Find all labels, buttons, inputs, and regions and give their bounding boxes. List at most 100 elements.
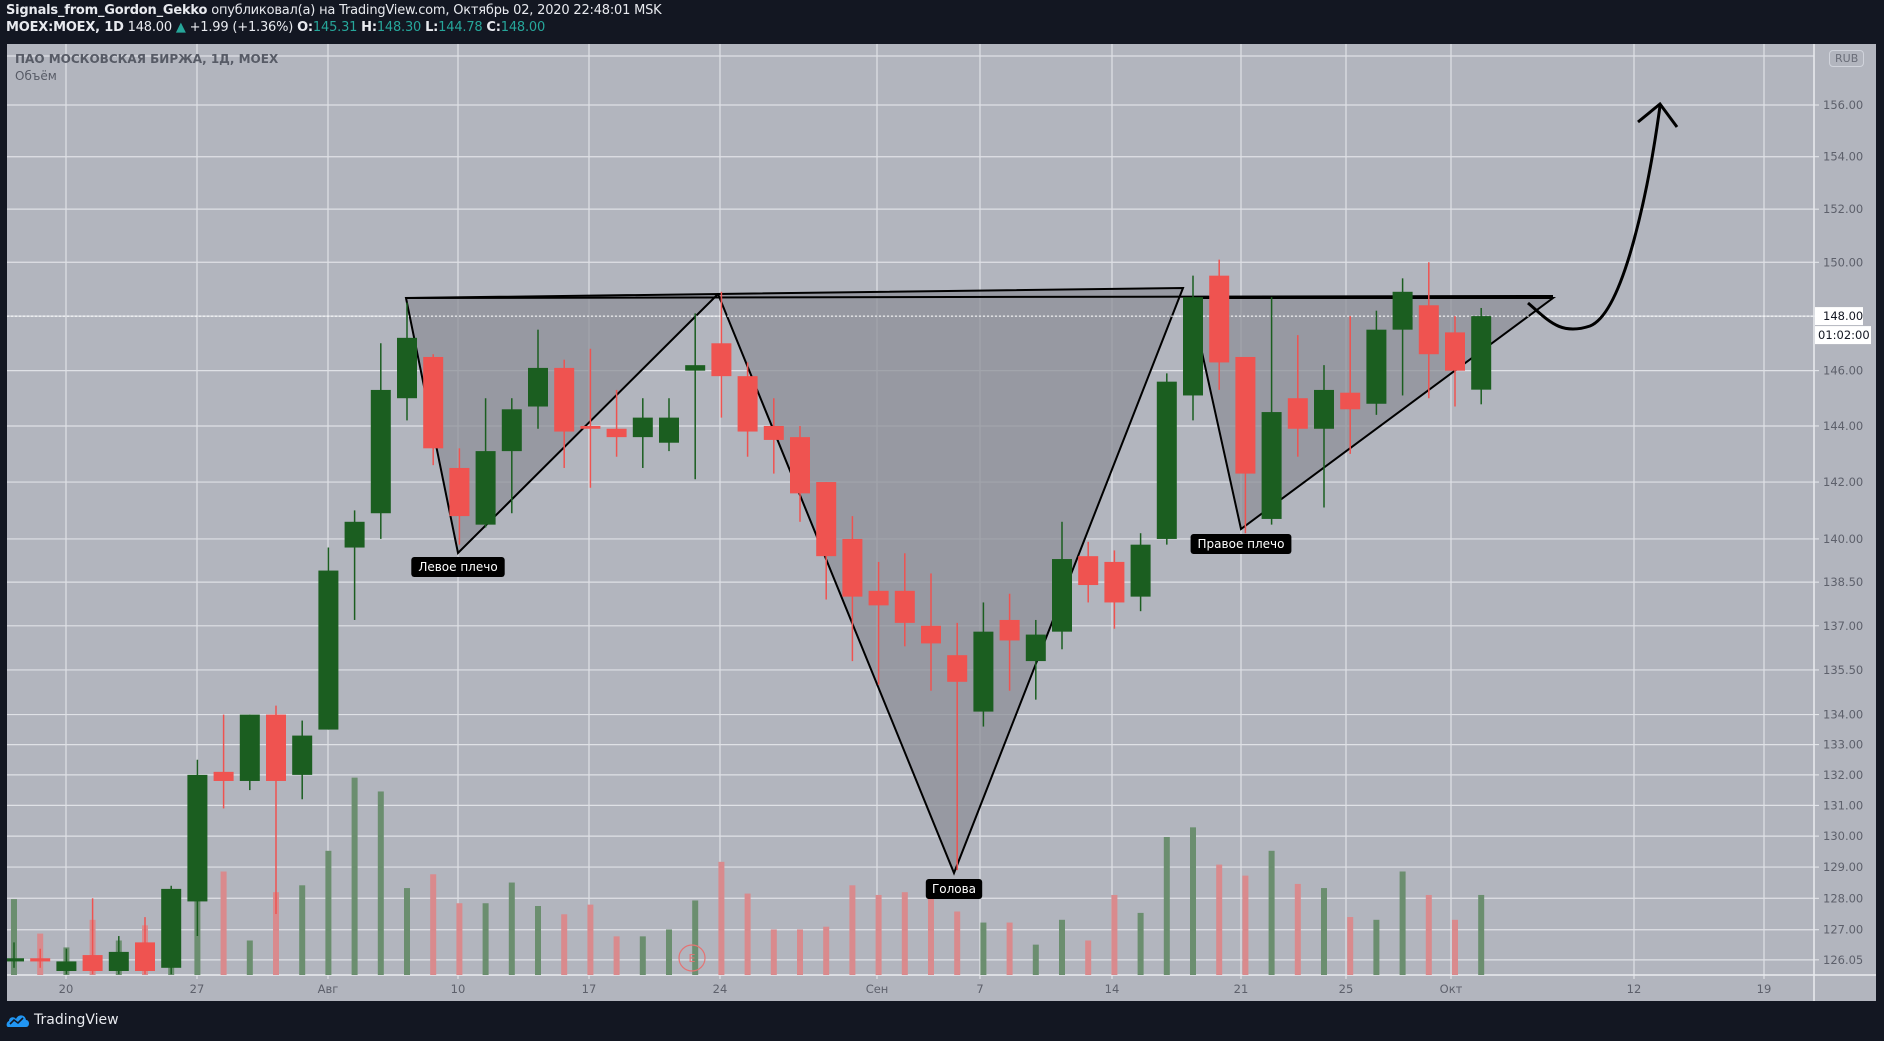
footer-brand[interactable]: TradingView — [6, 1012, 119, 1028]
volume-bar — [1478, 894, 1485, 975]
date-tick-label: 24 — [713, 982, 728, 996]
candle[interactable] — [1471, 307, 1492, 405]
date-tick-label: Окт — [1440, 982, 1463, 996]
candle[interactable] — [1209, 259, 1230, 390]
volume-bar — [1190, 827, 1196, 975]
candle[interactable] — [659, 398, 679, 452]
candle[interactable] — [1287, 335, 1308, 457]
price-tick-label: 138.50 — [1823, 575, 1863, 589]
candle[interactable] — [1314, 365, 1334, 508]
date-tick-label: 12 — [1627, 982, 1642, 996]
candle[interactable] — [449, 448, 470, 545]
volume-bar — [718, 861, 725, 975]
price-tick-label: 132.00 — [1823, 768, 1863, 782]
candle[interactable] — [423, 354, 444, 466]
candle[interactable] — [816, 482, 837, 600]
candle[interactable] — [161, 885, 182, 975]
candle[interactable] — [56, 948, 77, 975]
price-tick-label: 150.00 — [1823, 255, 1863, 269]
candle[interactable] — [30, 948, 51, 968]
candle[interactable] — [606, 389, 627, 457]
volume-bar — [1399, 871, 1406, 975]
candle[interactable] — [554, 359, 575, 468]
candle[interactable] — [344, 510, 365, 620]
candle[interactable] — [685, 313, 706, 480]
pattern-label[interactable]: Правое плечо — [1190, 534, 1292, 554]
candle[interactable] — [7, 942, 24, 968]
candle[interactable] — [528, 329, 548, 429]
up-arrow-icon: ▲ — [175, 20, 186, 35]
candle[interactable] — [868, 561, 889, 685]
candle[interactable] — [737, 362, 758, 457]
currency-badge[interactable]: RUB — [1829, 50, 1865, 67]
volume-bar — [482, 903, 489, 975]
pattern-label[interactable]: Голова — [925, 879, 983, 899]
publish-info: Signals_from_Gordon_Gekko опубликовал(а)… — [6, 3, 662, 18]
candle[interactable] — [187, 759, 208, 937]
chart-panel[interactable]: Левое плечо Голова Правое плечо E 156.00 154.… — [7, 44, 1876, 1001]
candle[interactable] — [1052, 521, 1072, 650]
price-tick-label: 142.00 — [1823, 475, 1863, 489]
candle[interactable] — [318, 547, 339, 730]
date-tick-label: 10 — [451, 982, 466, 996]
candle[interactable] — [1104, 550, 1125, 629]
neckline[interactable] — [405, 295, 1554, 299]
candle[interactable] — [370, 343, 391, 539]
candle[interactable] — [1418, 262, 1439, 399]
candle[interactable] — [292, 720, 313, 800]
candle[interactable] — [580, 348, 601, 488]
price-change: +1.99 (+1.36%) — [189, 20, 294, 35]
candle[interactable] — [135, 917, 155, 975]
candle[interactable] — [632, 398, 653, 468]
candle[interactable] — [108, 936, 129, 975]
price-tick-label: 152.00 — [1823, 202, 1863, 216]
candlestick-chart[interactable]: Левое плечо Голова Правое плечо E 156.00 154.… — [7, 44, 1876, 1001]
earnings-marker-icon[interactable]: E — [678, 944, 706, 972]
candle[interactable] — [1235, 356, 1256, 534]
candle[interactable] — [894, 553, 915, 647]
volume-bar — [246, 940, 253, 975]
candle[interactable] — [266, 705, 286, 914]
volume-bar — [561, 914, 568, 975]
candle[interactable] — [213, 714, 234, 809]
candle[interactable] — [947, 622, 968, 871]
candle[interactable] — [1340, 316, 1361, 454]
candle[interactable] — [1445, 316, 1465, 407]
price-tick-label: 137.00 — [1823, 619, 1863, 633]
volume-bar — [351, 777, 358, 975]
candle[interactable] — [1025, 619, 1046, 700]
candle[interactable] — [763, 398, 784, 474]
volume-bar — [692, 900, 699, 975]
candle[interactable] — [501, 398, 522, 514]
volume-bar — [299, 885, 306, 975]
volume-bar — [1059, 919, 1065, 975]
pattern-label[interactable]: Левое плечо — [411, 557, 505, 577]
projection-arrow[interactable] — [1527, 105, 1662, 331]
candle[interactable] — [1366, 310, 1387, 415]
candle[interactable] — [921, 573, 941, 691]
candle[interactable] — [790, 425, 810, 522]
volume-bar — [1373, 919, 1380, 975]
author-name[interactable]: Signals_from_Gordon_Gekko — [6, 3, 208, 18]
date-tick-label: 20 — [59, 982, 74, 996]
candle[interactable] — [842, 516, 863, 662]
volume-bar — [1294, 883, 1301, 975]
candle[interactable] — [1392, 278, 1413, 396]
candle[interactable] — [999, 593, 1020, 691]
candle[interactable] — [1183, 275, 1203, 421]
volume-bar — [1321, 888, 1327, 975]
candle[interactable] — [239, 714, 260, 791]
volume-bar — [1137, 912, 1144, 975]
candle[interactable] — [475, 398, 496, 528]
volume-bar — [377, 791, 384, 975]
candle[interactable] — [1078, 541, 1099, 603]
candle[interactable] — [1261, 297, 1282, 525]
candle[interactable] — [711, 291, 732, 418]
candle[interactable] — [1130, 533, 1151, 612]
candle[interactable] — [973, 602, 994, 727]
volume-bar — [1452, 919, 1458, 975]
candle[interactable] — [1156, 373, 1177, 545]
candle[interactable] — [397, 302, 417, 421]
price-tick-label: 144.00 — [1823, 419, 1863, 433]
candle[interactable] — [82, 898, 103, 975]
